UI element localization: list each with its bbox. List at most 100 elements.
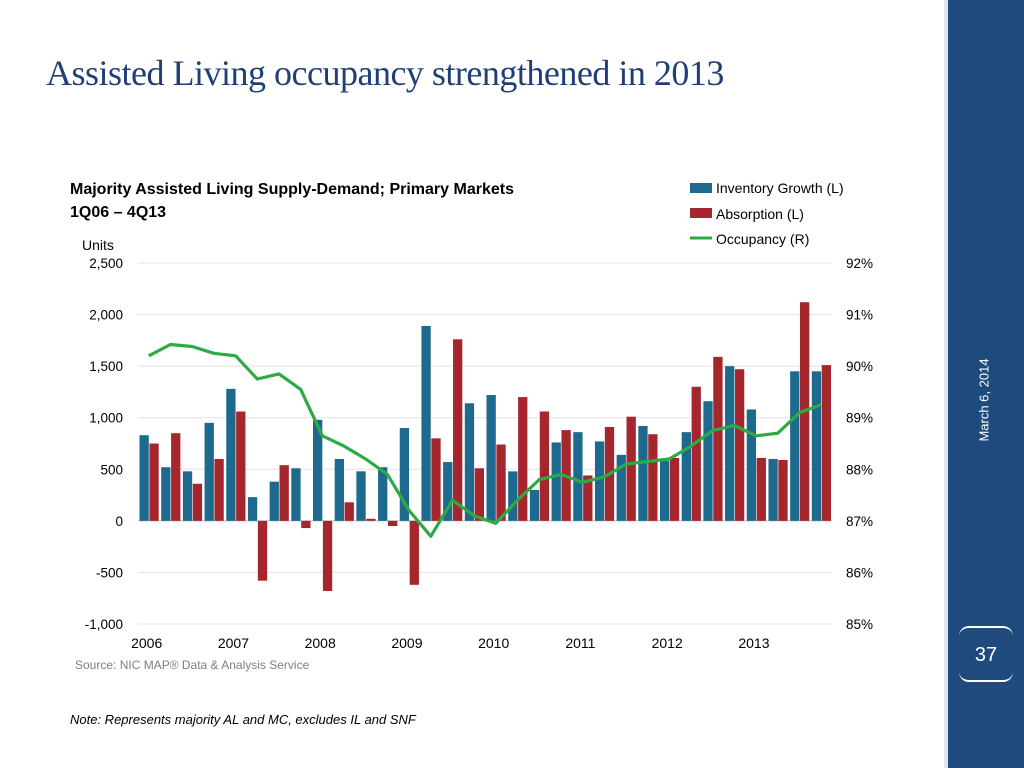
y-right-tick-label: 86% bbox=[846, 565, 873, 580]
y-right-tick-label: 91% bbox=[846, 308, 873, 323]
legend-occupancy-label: Occupancy (R) bbox=[716, 231, 809, 247]
inventory-growth-bar bbox=[725, 366, 735, 521]
x-tick-label: 2012 bbox=[652, 635, 683, 651]
absorption-bar bbox=[257, 520, 268, 581]
y-left-tick-label: 500 bbox=[100, 462, 123, 477]
inventory-growth-bar bbox=[529, 489, 540, 521]
chart-title: Majority Assisted Living Supply-Demand; … bbox=[70, 181, 514, 198]
inventory-growth-bar bbox=[356, 471, 366, 521]
absorption-bar bbox=[322, 520, 333, 591]
absorption-bar bbox=[409, 520, 419, 585]
x-tick-label: 2008 bbox=[305, 635, 336, 651]
x-tick-label: 2010 bbox=[478, 635, 509, 651]
inventory-growth-bar bbox=[334, 458, 344, 521]
absorption-bar bbox=[583, 475, 593, 521]
band-stripe bbox=[944, 0, 948, 768]
inventory-growth-bar bbox=[660, 461, 670, 521]
absorption-bar bbox=[366, 518, 376, 521]
inventory-growth-bar bbox=[443, 462, 453, 521]
y-right-tick-label: 87% bbox=[846, 514, 873, 529]
slide-date: March 6, 2014 bbox=[976, 358, 992, 442]
inventory-growth-bar bbox=[378, 467, 388, 521]
y-right-tick-label: 85% bbox=[846, 617, 873, 632]
inventory-growth-bar bbox=[399, 428, 410, 521]
inventory-growth-bar bbox=[616, 454, 626, 521]
x-tick-label: 2009 bbox=[391, 635, 422, 651]
y-right-tick-label: 88% bbox=[846, 462, 873, 477]
absorption-bar bbox=[669, 457, 680, 521]
absorption-bar bbox=[626, 416, 636, 521]
slide-title: Assisted Living occupancy strengthened i… bbox=[46, 53, 724, 93]
absorption-bar bbox=[756, 457, 766, 521]
y-left-tick-label: 2,500 bbox=[89, 256, 123, 271]
inventory-growth-bar bbox=[681, 432, 691, 521]
absorption-bar bbox=[344, 502, 354, 521]
legend-inventory-swatch bbox=[690, 183, 712, 193]
absorption-bar bbox=[539, 411, 550, 521]
y-left-tick-label: -500 bbox=[96, 565, 123, 580]
y-left-axis-label: Units bbox=[82, 237, 114, 253]
absorption-bar bbox=[821, 365, 832, 521]
absorption-bar bbox=[431, 438, 441, 521]
inventory-growth-bar bbox=[768, 458, 778, 521]
x-tick-label: 2011 bbox=[565, 635, 595, 651]
page-number: 37 bbox=[974, 644, 998, 666]
y-left-tick-label: -1,000 bbox=[85, 617, 123, 632]
chart-svg: 2,500 2,000 1,500 1,000 500 0 -500 -1,000 92% 91%… bbox=[70, 180, 873, 672]
absorption-bar bbox=[171, 433, 181, 521]
y-left-tick-label: 1,000 bbox=[89, 411, 123, 426]
absorption-bar bbox=[453, 339, 463, 521]
absorption-bar bbox=[648, 434, 658, 521]
inventory-growth-bar bbox=[313, 419, 323, 521]
absorption-bar bbox=[518, 397, 528, 521]
inventory-growth-bar bbox=[161, 467, 171, 521]
absorption-bar bbox=[149, 443, 159, 521]
absorption-bar bbox=[387, 520, 398, 527]
inventory-growth-bar bbox=[551, 442, 561, 521]
page-number-frame bbox=[959, 626, 1013, 682]
inventory-growth-bar bbox=[464, 403, 475, 521]
inventory-growth-bar bbox=[703, 401, 713, 521]
right-band bbox=[948, 0, 1024, 768]
occupancy-line bbox=[148, 342, 822, 538]
absorption-bar bbox=[496, 444, 506, 521]
y-right-tick-label: 92% bbox=[846, 256, 873, 271]
chart-panel: 2,500 2,000 1,500 1,000 500 0 -500 -1,000 92% 91%… bbox=[62, 163, 890, 678]
inventory-growth-bar bbox=[421, 325, 431, 521]
inventory-growth-bar bbox=[182, 471, 193, 521]
x-tick-label: 2007 bbox=[218, 635, 249, 651]
absorption-bar bbox=[214, 458, 224, 521]
inventory-growth-bar bbox=[486, 395, 496, 521]
absorption-bar bbox=[474, 468, 485, 521]
absorption-bar bbox=[301, 520, 311, 529]
legend-inventory-label: Inventory Growth (L) bbox=[716, 180, 844, 196]
inventory-growth-bar bbox=[594, 441, 605, 521]
inventory-growth-bar bbox=[291, 468, 301, 521]
inventory-growth-bar bbox=[269, 481, 279, 521]
inventory-growth-bar bbox=[746, 409, 757, 521]
inventory-growth-bar bbox=[139, 435, 149, 521]
inventory-growth-bar bbox=[247, 497, 258, 521]
absorption-bar bbox=[778, 460, 788, 521]
y-left-tick-label: 2,000 bbox=[89, 308, 123, 323]
absorption-bar bbox=[734, 369, 745, 521]
legend-absorption-swatch bbox=[690, 208, 712, 218]
y-right-tick-label: 89% bbox=[846, 411, 873, 426]
y-left-tick-label: 0 bbox=[115, 514, 123, 529]
source-note: Source: NIC MAP® Data & Analysis Service bbox=[75, 658, 310, 672]
y-right-tick-label: 90% bbox=[846, 359, 873, 374]
inventory-growth-bar bbox=[790, 371, 800, 521]
chart-subtitle: 1Q06 – 4Q13 bbox=[70, 204, 166, 221]
inventory-growth-bar bbox=[573, 432, 583, 521]
absorption-bar bbox=[192, 483, 203, 521]
absorption-bar bbox=[691, 386, 701, 521]
y-left-tick-label: 1,500 bbox=[89, 359, 123, 374]
absorption-bar bbox=[279, 465, 289, 521]
inventory-growth-bar bbox=[811, 371, 822, 521]
footnote: Note: Represents majority AL and MC, exc… bbox=[70, 712, 416, 727]
inventory-growth-bar bbox=[638, 425, 648, 521]
legend-absorption-label: Absorption (L) bbox=[716, 206, 804, 222]
inventory-growth-bar bbox=[204, 422, 214, 521]
x-tick-label: 2013 bbox=[738, 635, 769, 651]
inventory-growth-bar bbox=[226, 388, 236, 521]
